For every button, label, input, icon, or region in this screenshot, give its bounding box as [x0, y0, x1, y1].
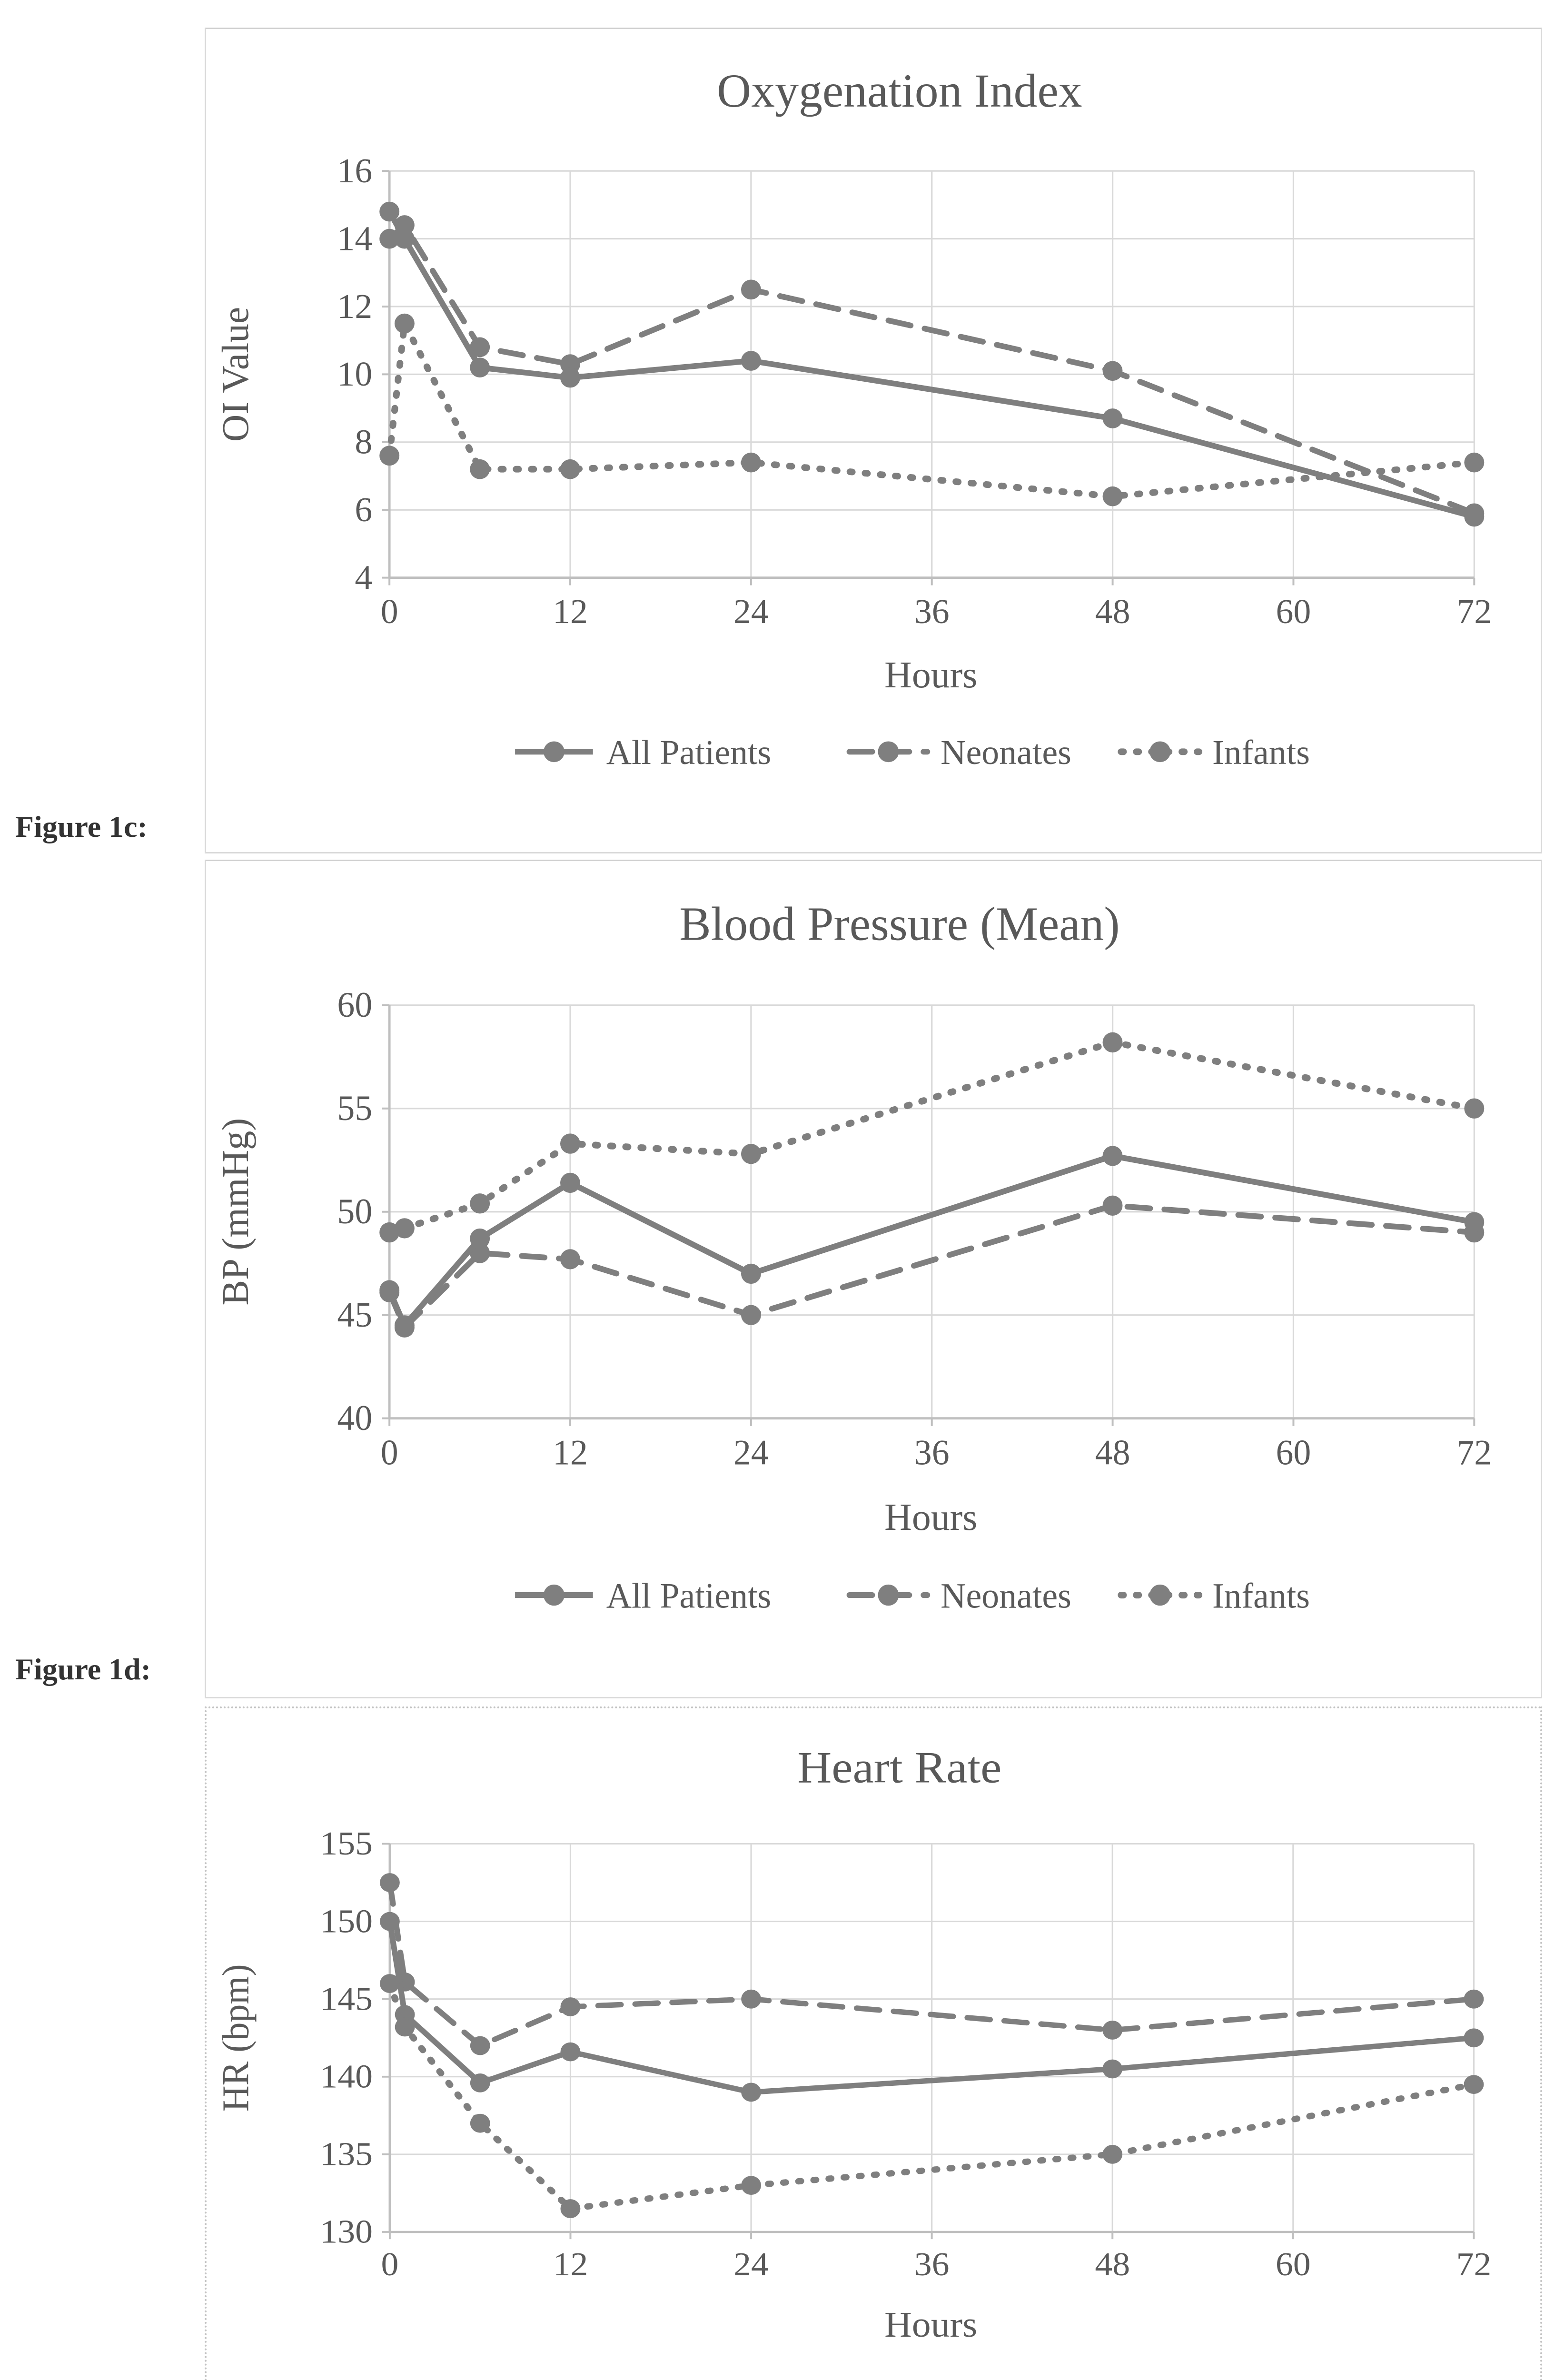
svg-text:24: 24 [733, 592, 769, 631]
oxygenation-index-chart: Oxygenation Index 4 6 8 10 12 14 16 0 12 24 36 48 60 7… [206, 29, 1541, 852]
x-axis-tick-labels: 0 12 24 36 48 60 72 [381, 1433, 1492, 1472]
y-axis-tick-labels: 4 6 8 10 12 14 16 [337, 151, 372, 596]
svg-text:155: 155 [320, 1825, 373, 1862]
svg-text:36: 36 [914, 592, 950, 631]
svg-text:All Patients: All Patients [606, 733, 772, 772]
heart-rate-chart-card: Heart Rate 130 135 140 145 150 155 0 12 24 36 48 60 7… [205, 1706, 1542, 2380]
x-axis-tick-labels: 0 12 24 36 48 60 72 [381, 2246, 1491, 2283]
svg-text:14: 14 [337, 219, 372, 258]
axes [382, 1004, 1476, 1426]
gridlines [389, 1004, 1475, 1418]
svg-text:8: 8 [355, 422, 372, 461]
svg-text:6: 6 [355, 490, 372, 529]
svg-text:24: 24 [733, 2246, 769, 2283]
series-infants [379, 1032, 1485, 1243]
svg-text:4: 4 [355, 558, 372, 597]
figure-caption-1d: Figure 1d: [15, 1652, 151, 1686]
svg-text:45: 45 [337, 1296, 372, 1335]
svg-text:60: 60 [337, 986, 372, 1025]
svg-text:135: 135 [320, 2135, 373, 2172]
series-all-patients [379, 1912, 1484, 2102]
svg-text:48: 48 [1095, 1433, 1130, 1472]
svg-text:12: 12 [337, 287, 372, 326]
svg-text:24: 24 [733, 1433, 769, 1472]
blood-pressure-chart-card: Blood Pressure (Mean) 40 45 50 55 60 0 12 24 36 48… [205, 860, 1542, 1698]
svg-text:60: 60 [1276, 2246, 1311, 2283]
svg-text:Infants: Infants [1212, 733, 1310, 772]
svg-text:72: 72 [1456, 2246, 1492, 2283]
svg-text:140: 140 [320, 2058, 373, 2095]
svg-text:Infants: Infants [1212, 1577, 1310, 1616]
chart-background [206, 29, 1541, 852]
x-axis-title: Hours [884, 2305, 977, 2345]
legend-item-all-patients: All Patients [515, 1577, 771, 1616]
svg-text:Neonates: Neonates [941, 733, 1071, 772]
series-infants [379, 1974, 1484, 2218]
y-axis-tick-labels: 130 135 140 145 150 155 [320, 1825, 373, 2250]
svg-text:16: 16 [337, 151, 372, 190]
svg-text:60: 60 [1276, 1433, 1311, 1472]
chart-title: Heart Rate [797, 1743, 1001, 1793]
svg-text:0: 0 [381, 592, 398, 631]
series-infants [379, 313, 1485, 506]
svg-text:0: 0 [381, 2246, 398, 2283]
svg-text:48: 48 [1095, 592, 1130, 631]
figure-caption-1c: Figure 1c: [15, 810, 148, 843]
x-axis-title: Hours [884, 1496, 977, 1538]
svg-text:12: 12 [553, 1433, 588, 1472]
svg-text:10: 10 [337, 354, 372, 393]
chart-background [206, 861, 1541, 1697]
svg-text:72: 72 [1456, 592, 1492, 631]
series-all-patients [379, 201, 1485, 527]
axes [382, 1843, 1475, 2240]
chart-title: Oxygenation Index [717, 64, 1082, 117]
svg-text:36: 36 [914, 1433, 950, 1472]
legend: All Patients Neonates Infants [515, 1577, 1310, 1616]
x-axis-tick-labels: 0 12 24 36 48 60 72 [381, 592, 1492, 631]
svg-text:50: 50 [337, 1192, 372, 1231]
series-neonates [379, 1873, 1484, 2055]
svg-text:55: 55 [337, 1089, 372, 1128]
legend-item-infants: Infants [1118, 1577, 1310, 1616]
chart-background [207, 1708, 1540, 2380]
svg-text:40: 40 [337, 1399, 372, 1438]
svg-text:145: 145 [320, 1980, 373, 2017]
oxygenation-index-chart-card: Oxygenation Index 4 6 8 10 12 14 16 0 12 24 36 48 60 7… [205, 28, 1542, 853]
legend-item-neonates: Neonates [846, 1577, 1071, 1616]
svg-text:12: 12 [553, 592, 588, 631]
blood-pressure-chart: Blood Pressure (Mean) 40 45 50 55 60 0 12 24 36 48… [206, 861, 1541, 1697]
legend: All Patients Neonates Infants [515, 733, 1310, 772]
svg-text:36: 36 [914, 2246, 950, 2283]
y-axis-tick-labels: 40 45 50 55 60 [337, 986, 372, 1438]
chart-title: Blood Pressure (Mean) [679, 897, 1120, 951]
svg-text:48: 48 [1095, 2246, 1130, 2283]
legend-item-all-patients: All Patients [515, 733, 771, 772]
series-all-patients [379, 1146, 1485, 1336]
svg-text:130: 130 [320, 2213, 373, 2250]
svg-text:150: 150 [320, 1903, 373, 1940]
legend-item-neonates: Neonates [846, 733, 1071, 772]
svg-text:All Patients: All Patients [606, 1577, 772, 1616]
svg-text:Neonates: Neonates [941, 1577, 1071, 1616]
svg-text:12: 12 [553, 2246, 588, 2283]
y-axis-title: OI Value [215, 307, 257, 442]
svg-text:72: 72 [1456, 1433, 1492, 1472]
legend-item-infants: Infants [1118, 733, 1310, 772]
y-axis-title: BP (mmHg) [214, 1118, 256, 1306]
x-axis-title: Hours [884, 654, 977, 696]
svg-text:0: 0 [381, 1433, 398, 1472]
heart-rate-chart: Heart Rate 130 135 140 145 150 155 0 12 24 36 48 60 7… [207, 1708, 1540, 2380]
svg-text:60: 60 [1276, 592, 1311, 631]
y-axis-title: HR (bpm) [215, 1964, 257, 2112]
